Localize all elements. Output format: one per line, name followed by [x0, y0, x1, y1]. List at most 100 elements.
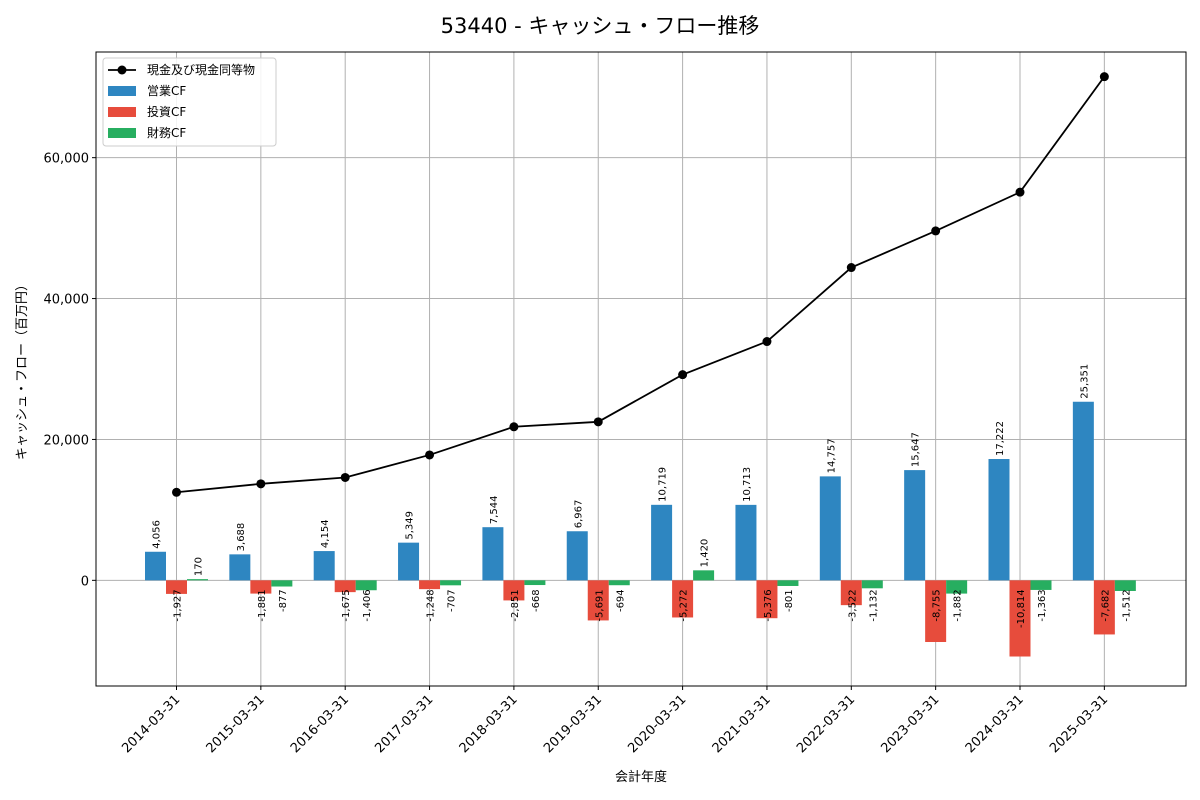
bar-value-label: 14,757 [826, 438, 837, 473]
bar [398, 542, 420, 581]
x-axis-label: 会計年度 [615, 769, 667, 785]
bar-value-label: -694 [615, 589, 626, 612]
bar-value-label: 15,647 [911, 432, 922, 467]
y-tick-label: 20,000 [44, 433, 90, 448]
bar-value-label: 5,349 [405, 511, 416, 540]
bar [250, 580, 272, 594]
legend-box [102, 57, 277, 147]
x-tick-label: 2019-03-31 [541, 692, 605, 756]
cash-line-path [176, 76, 1106, 494]
bar-value-label: -5,691 [594, 589, 605, 621]
bar-value-label: -1,512 [1121, 589, 1132, 621]
bar-value-label: 170 [194, 557, 205, 576]
bars [145, 401, 1136, 657]
bar [756, 580, 778, 619]
cash-line [172, 72, 1109, 497]
bar [440, 580, 462, 586]
bar-value-label: 25,351 [1079, 364, 1090, 399]
x-tick-label: 2016-03-31 [288, 692, 352, 756]
bar [1009, 580, 1031, 657]
bar [651, 504, 673, 581]
bar [1030, 580, 1052, 590]
bar [988, 459, 1010, 581]
bar-value-label: 4,154 [320, 519, 331, 548]
bar-value-label: -10,814 [1016, 589, 1027, 628]
bar [187, 579, 208, 581]
bar [672, 580, 694, 618]
x-tick-label: 2024-03-31 [963, 692, 1027, 756]
bar [313, 551, 335, 581]
legend-label: 営業CF [147, 84, 186, 98]
bar [566, 531, 588, 581]
bar-value-label: -5,376 [763, 589, 774, 621]
y-tick-label: 40,000 [44, 293, 90, 308]
bar-value-label: -1,132 [868, 589, 879, 621]
bar-value-label: 1,420 [700, 539, 711, 568]
bar [482, 527, 504, 581]
x-tick-label: 2022-03-31 [794, 692, 858, 756]
cash-line-point [1099, 72, 1109, 82]
bar [503, 580, 525, 601]
bar-value-label: 17,222 [995, 421, 1006, 456]
x-tick-label: 2023-03-31 [878, 692, 942, 756]
x-tick-label: 2015-03-31 [204, 692, 268, 756]
x-tick-label: 2014-03-31 [119, 692, 183, 756]
bar-value-label: -1,881 [257, 589, 268, 621]
bar [925, 580, 947, 643]
cash-line-point [931, 226, 941, 236]
bar [861, 580, 883, 589]
bar [334, 580, 356, 593]
chart-title: 53440 - キャッシュ・フロー推移 [441, 14, 760, 38]
bar-value-label: -1,675 [341, 589, 352, 621]
cash-line-point [593, 417, 603, 427]
bar-value-label: -2,851 [510, 589, 521, 621]
x-tick-label: 2020-03-31 [625, 692, 689, 756]
bar-value-label: -1,927 [173, 589, 184, 621]
bar-value-label: -5,272 [679, 589, 690, 621]
legend-label: 現金及び現金同等物 [147, 62, 255, 77]
cash-line-point [172, 487, 181, 497]
x-tick-label: 2021-03-31 [710, 692, 774, 756]
bar [1093, 580, 1115, 635]
bar-value-label: -1,248 [426, 589, 437, 621]
bar [271, 580, 293, 587]
bar-value-label: -877 [278, 589, 289, 612]
bar [693, 570, 715, 581]
bar-value-label: 3,688 [236, 523, 247, 552]
bar-value-label: -668 [531, 589, 542, 612]
bar-value-label: -707 [447, 589, 458, 612]
bar [904, 470, 926, 581]
bar [355, 580, 377, 591]
cash-line-point [762, 337, 772, 347]
y-tick-label: 60,000 [44, 152, 90, 167]
bar [166, 580, 187, 594]
legend-label: 財務CF [147, 125, 186, 140]
bar-value-label: -1,363 [1037, 589, 1048, 621]
cash-line-point [1015, 187, 1025, 197]
legend-swatch [108, 107, 136, 117]
y-axis-label: キャッシュ・フロー（百万円） [15, 278, 30, 460]
x-tick-label: 2025-03-31 [1047, 692, 1111, 756]
bar [946, 580, 968, 594]
x-tick-label: 2018-03-31 [457, 692, 521, 756]
legend-swatch [108, 128, 136, 138]
y-tick-label: 0 [81, 574, 89, 589]
bar-value-label: 6,967 [573, 500, 584, 529]
bar-value-label: -3,522 [847, 589, 858, 621]
bar [1072, 401, 1094, 581]
bar [419, 580, 441, 590]
bar [840, 580, 862, 606]
bar [777, 580, 799, 586]
bar [1114, 580, 1136, 591]
bar [608, 580, 630, 586]
bar [229, 554, 251, 581]
cash-line-point [340, 472, 350, 482]
bar-value-label: 10,713 [742, 467, 753, 502]
cash-line-point [509, 422, 519, 432]
x-tick-label: 2017-03-31 [372, 692, 436, 756]
bar-value-label: 10,719 [658, 467, 669, 502]
bar-value-label: -801 [784, 589, 795, 612]
bar [145, 551, 166, 581]
